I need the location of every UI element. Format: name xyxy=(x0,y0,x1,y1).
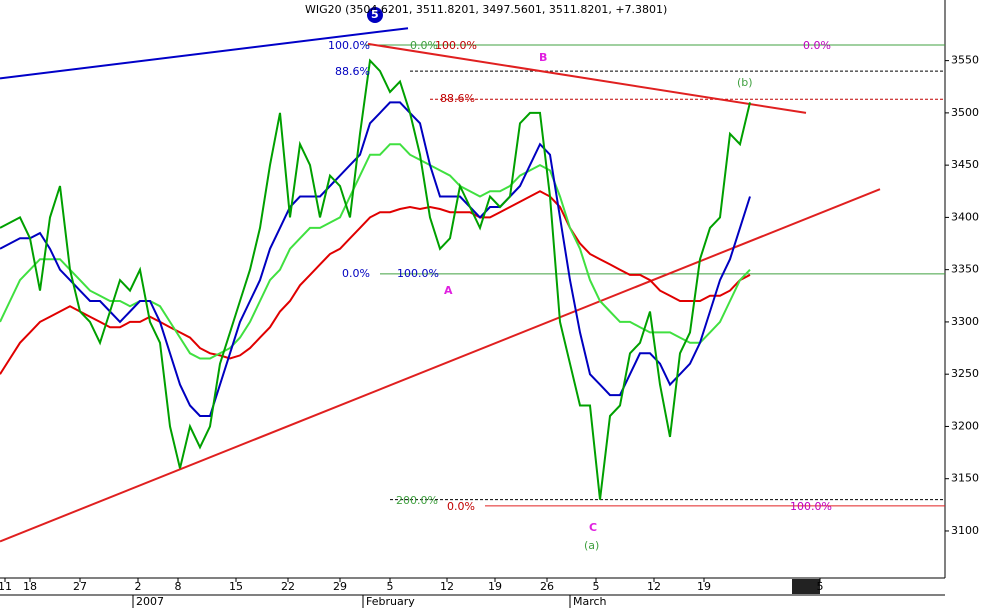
x-tick-label: 18 xyxy=(23,580,37,593)
period-label: 2007 xyxy=(136,595,164,608)
annotation: 100.0% xyxy=(328,39,370,52)
annotation: (a) xyxy=(584,539,599,552)
period-label: March xyxy=(573,595,607,608)
y-tick-label: 3300 xyxy=(951,315,979,328)
y-tick-label: 3100 xyxy=(951,524,979,537)
y-tick-label: 3200 xyxy=(951,419,979,432)
annotation: C xyxy=(589,521,597,534)
x-tick-label: 5 xyxy=(593,580,600,593)
annotation: 200.0% xyxy=(396,494,438,507)
annotation: 0.0% xyxy=(410,39,438,52)
annotation: 5 xyxy=(371,8,379,21)
wave-circle xyxy=(367,7,383,23)
annotation: 100.0% xyxy=(435,39,477,52)
y-tick-label: 3500 xyxy=(951,106,979,119)
y-tick-label: 3550 xyxy=(951,54,979,67)
x-tick-label: 22 xyxy=(281,580,295,593)
x-tick-label: 2 xyxy=(135,580,142,593)
annotation: A xyxy=(444,284,453,297)
x-tick-label: 11 xyxy=(0,580,12,593)
x-tick-label: 12 xyxy=(647,580,661,593)
x-tick-label: 29 xyxy=(333,580,347,593)
x-tick-label: 5 xyxy=(387,580,394,593)
y-tick-label: 3150 xyxy=(951,472,979,485)
annotation: 88.6% xyxy=(440,92,475,105)
annotation: 88.6% xyxy=(335,65,370,78)
y-tick-label: 3400 xyxy=(951,210,979,223)
x-tick-label: 8 xyxy=(175,580,182,593)
annotation: B xyxy=(539,51,547,64)
y-tick-label: 3250 xyxy=(951,367,979,380)
hatched-block xyxy=(792,579,820,594)
x-tick-label: 5 xyxy=(817,580,824,593)
annotation: 0.0% xyxy=(447,500,475,513)
x-tick-label: 27 xyxy=(73,580,87,593)
x-tick-label: 12 xyxy=(440,580,454,593)
x-tick-label: 19 xyxy=(697,580,711,593)
period-label: February xyxy=(366,595,415,608)
annotation: 0.0% xyxy=(342,267,370,280)
series-line xyxy=(0,190,751,375)
annotation: (b) xyxy=(737,76,753,89)
annotation: 0.0% xyxy=(803,39,831,52)
y-tick-label: 3450 xyxy=(951,158,979,171)
trend-line xyxy=(367,42,807,114)
x-tick-label: 26 xyxy=(540,580,554,593)
y-tick-label: 3350 xyxy=(951,263,979,276)
x-tick-label: 19 xyxy=(488,580,502,593)
annotation: 100.0% xyxy=(397,267,439,280)
x-tick-label: 15 xyxy=(229,580,243,593)
chart-title: WIG20 (3504.6201, 3511.8201, 3497.5601, … xyxy=(305,3,667,16)
annotation: 100.0% xyxy=(790,500,832,513)
series-line xyxy=(0,58,751,500)
trend-line xyxy=(0,27,409,80)
series-line xyxy=(0,143,751,360)
